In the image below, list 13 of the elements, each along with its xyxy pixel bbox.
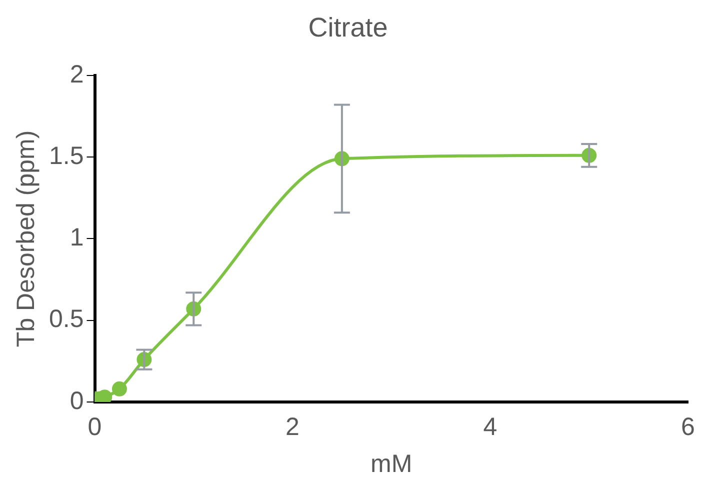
y-axis-title: Tb Desorbed (ppm) <box>12 130 40 348</box>
y-tick-label: 0.5 <box>48 305 84 334</box>
x-tick-label: 0 <box>88 412 102 441</box>
x-tick-label: 2 <box>286 412 300 441</box>
y-tick-label: 2 <box>70 60 84 88</box>
x-tick-label: 6 <box>681 412 695 441</box>
point <box>112 381 127 396</box>
y-tick-label: 1.5 <box>48 142 84 170</box>
y-tick-label: 1 <box>70 224 84 252</box>
x-axis-title: mM <box>370 450 412 478</box>
y-tick-label: 0 <box>70 386 84 415</box>
x-tick-label: 4 <box>483 412 498 441</box>
chart-title: Citrate <box>308 12 388 43</box>
